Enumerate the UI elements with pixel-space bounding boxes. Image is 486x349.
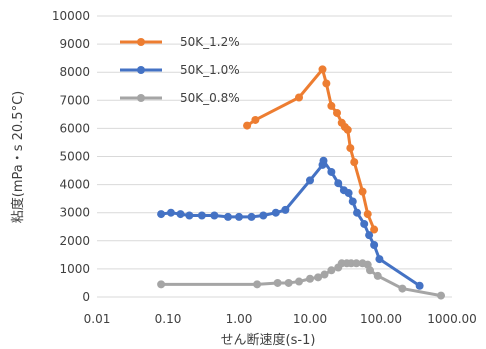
data-point: [271, 208, 280, 217]
data-point: [224, 212, 233, 221]
data-point: [358, 187, 367, 196]
legend-marker: [137, 38, 145, 46]
x-tick-label: 0.10: [155, 312, 182, 326]
data-point: [332, 108, 341, 117]
series: [157, 259, 446, 300]
x-axis-ticks: 0.01 0.10 1.00 10.00 100.00 1000.00: [84, 312, 477, 326]
y-tick-label: 9000: [59, 37, 90, 51]
data-point: [370, 225, 379, 234]
x-tick-label: 0.01: [84, 312, 111, 326]
data-point: [348, 197, 357, 206]
x-tick-label: 100.00: [360, 312, 402, 326]
data-point: [353, 208, 362, 217]
data-point: [343, 125, 352, 134]
y-tick-label: 2000: [59, 234, 90, 248]
x-tick-label: 10.00: [293, 312, 327, 326]
data-point: [370, 241, 379, 250]
data-point: [210, 211, 219, 220]
y-tick-label: 0: [82, 290, 90, 304]
legend-item: 50K_1.0%: [120, 63, 240, 77]
data-point: [327, 266, 336, 275]
data-point: [306, 274, 314, 283]
y-tick-label: 10000: [52, 9, 90, 23]
data-point: [319, 156, 328, 165]
data-point: [327, 167, 336, 176]
data-point: [363, 210, 372, 219]
y-tick-label: 3000: [59, 206, 90, 220]
data-point: [346, 144, 355, 153]
gridlines: [97, 15, 452, 270]
data-point: [251, 115, 260, 124]
y-tick-label: 4000: [59, 178, 90, 192]
data-point: [437, 291, 446, 300]
data-point: [352, 259, 361, 268]
legend-label: 50K_0.8%: [180, 91, 240, 105]
data-point: [281, 205, 290, 214]
legend-marker: [137, 66, 145, 74]
data-point: [398, 284, 407, 293]
legend-item: 50K_1.2%: [120, 35, 240, 49]
y-tick-label: 5000: [59, 150, 90, 164]
data-point: [366, 266, 375, 275]
data-point: [253, 280, 262, 289]
legend-label: 50K_1.2%: [180, 35, 240, 49]
legend: 50K_1.2% 50K_1.0% 50K_0.8%: [120, 35, 240, 105]
data-point: [318, 65, 327, 74]
legend-marker: [137, 94, 145, 102]
data-point: [185, 211, 194, 220]
data-point: [273, 278, 282, 287]
y-tick-label: 1000: [59, 262, 90, 276]
y-tick-label: 7000: [59, 93, 90, 107]
data-point: [306, 176, 314, 185]
data-point: [247, 212, 256, 221]
data-point: [322, 79, 331, 88]
y-axis-ticks: 0 1000 2000 3000 4000 5000 6000 7000 8000 9000 100…: [52, 9, 90, 304]
y-tick-label: 6000: [59, 121, 90, 135]
data-point: [295, 277, 304, 286]
data-point: [295, 93, 304, 102]
data-point: [320, 270, 329, 279]
data-point: [365, 231, 374, 240]
series: [243, 65, 379, 234]
data-point: [259, 211, 268, 220]
legend-label: 50K_1.0%: [180, 63, 240, 77]
data-point: [197, 211, 206, 220]
data-point: [157, 210, 166, 219]
data-point: [375, 255, 384, 264]
data-point: [243, 121, 252, 130]
x-axis-title: せん断速度(s-1): [221, 332, 316, 348]
data-point: [157, 280, 166, 289]
data-point: [166, 208, 175, 217]
data-point: [415, 281, 424, 290]
data-point: [334, 179, 343, 188]
x-tick-label: 1000.00: [427, 312, 477, 326]
data-point: [284, 278, 293, 287]
data-point: [373, 271, 382, 280]
data-point: [327, 101, 336, 110]
series: [157, 156, 424, 290]
data-point: [360, 219, 369, 228]
series-line: [159, 159, 422, 288]
y-tick-label: 8000: [59, 65, 90, 79]
data-point: [350, 158, 359, 167]
data-point: [314, 273, 323, 282]
data-point: [176, 210, 185, 219]
y-axis-title: 粘度(mPa・s 20.5°C): [10, 91, 26, 223]
legend-item: 50K_0.8%: [120, 91, 240, 105]
x-tick-label: 1.00: [226, 312, 253, 326]
data-point: [235, 212, 243, 221]
data-point: [344, 189, 353, 198]
series-group: [157, 65, 446, 300]
